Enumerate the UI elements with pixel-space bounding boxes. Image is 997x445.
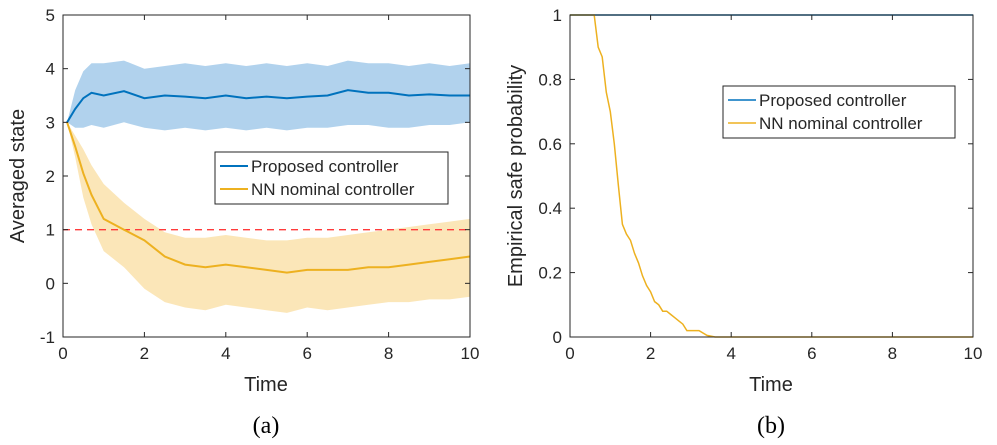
panel-a-band-nn [67,122,470,313]
panel-b-xlabel: Time [749,374,793,396]
panel-b-lines [570,14,973,338]
panel-a-ytick-label: 1 [46,221,55,240]
panel-b-legend-label-nn: NN nominal controller [759,114,923,133]
panel-b-ytick-label: 0.2 [538,264,562,283]
panel-a-legend-label-proposed: Proposed controller [251,157,399,176]
panel-b-ytick-label: 0.4 [538,199,562,218]
panel-b-legend-box [722,85,956,139]
panel-b: 0 2 4 6 8 10 0 0.2 0.4 0.6 0.8 1 Time Empirical saf… [505,6,982,439]
panel-b-ticks: 0 2 4 6 8 10 0 0.2 0.4 0.6 0.8 1 [538,6,982,363]
panel-b-ytick-label: 1 [553,6,562,25]
panel-b-legend: Proposed controller NN nominal controlle… [722,85,956,139]
panel-a-xtick-label: 4 [221,344,230,363]
panel-b-xtick-label: 10 [964,344,983,363]
panel-a-legend-box [214,151,449,205]
panel-a-bands [67,60,470,313]
panel-b-label: (b) [757,413,785,439]
panel-a-xtick-label: 8 [384,344,393,363]
panel-b-series-line-nn [570,14,973,338]
panel-b-ylabel: Empirical safe probability [505,65,527,287]
panel-a-label: (a) [253,413,280,439]
panel-a-series-line-nn [66,121,471,274]
panel-a-ylabel: Averaged state [7,109,29,243]
panel-a-legend: Proposed controller NN nominal controlle… [214,151,449,205]
panel-b-xtick-label: 6 [807,344,816,363]
panel-b-axes-box [569,14,974,338]
panel-a-xtick-label: 10 [461,344,480,363]
panel-a-xtick-label: 2 [140,344,149,363]
panel-b-ytick-label: 0.6 [538,135,562,154]
panel-a-series-line-proposed [66,89,470,123]
panel-a-ytick-label: -1 [40,328,55,347]
panel-a-xtick-label: 0 [58,344,67,363]
panel-a-ytick-label: 5 [46,6,55,25]
panel-a-ytick-label: 2 [46,167,55,186]
panel-b-xtick-label: 4 [726,344,735,363]
panel-a-ytick-label: 4 [46,60,55,79]
panel-a-legend-label-nn: NN nominal controller [251,180,415,199]
panel-b-xtick-label: 8 [888,344,897,363]
panel-a-band-proposed [67,60,470,131]
panel-a-xtick-label: 6 [302,344,311,363]
panel-b-legend-label-proposed: Proposed controller [759,91,907,110]
panel-a-xlabel: Time [244,374,288,396]
panel-b-ytick-label: 0 [553,328,562,347]
panel-a-lines [63,89,471,274]
panel-a-ytick-label: 0 [46,274,55,293]
panel-a-ytick-label: 3 [46,113,55,132]
panel-b-xtick-label: 0 [565,344,574,363]
panel-b-xtick-label: 2 [646,344,655,363]
panel-b-ytick-label: 0.8 [538,70,562,89]
